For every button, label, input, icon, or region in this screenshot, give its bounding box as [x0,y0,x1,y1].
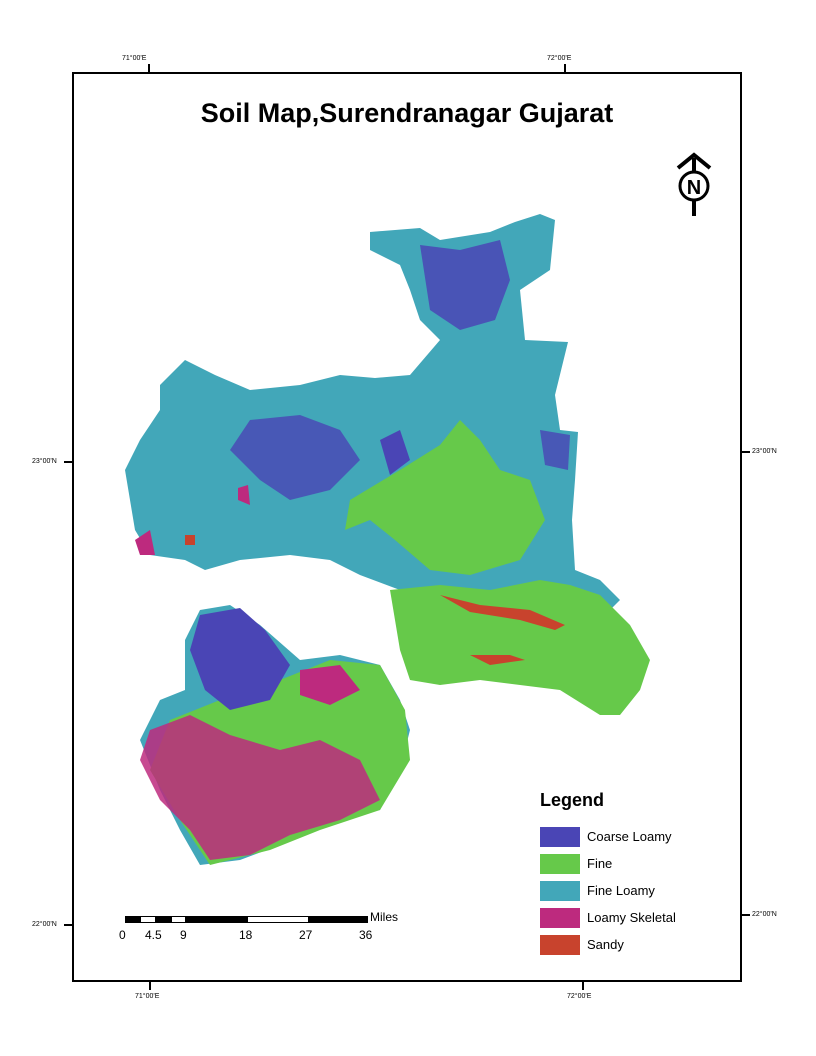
tick [564,64,566,72]
legend-swatch [540,934,580,955]
map-frame [72,72,742,982]
region-loamy-skeletal [135,485,380,860]
legend-label: Sandy [587,937,624,952]
scale-tick: 18 [239,928,253,942]
legend-title: Legend [540,790,605,810]
region-sandy [185,535,565,665]
scale-tick: 0 [119,928,126,942]
legend-label: Fine [587,856,613,871]
legend: Legend Coarse Loamy Fine Fine Loamy Loam… [540,790,676,958]
scale-tick: 27 [299,928,313,942]
legend-item-sandy: Sandy [540,931,676,958]
legend-swatch [540,880,580,901]
tick [149,982,151,990]
legend-item-fine-loamy: Fine Loamy [540,877,676,904]
tick [742,914,750,916]
scale-tick: 36 [359,928,373,942]
scale-unit: Miles [370,910,399,924]
top-lon-label: 71°00'E [122,55,147,62]
tick [582,982,584,990]
tick [742,451,750,453]
legend-label: Fine Loamy [587,883,655,898]
map-title: Soil Map,Surendranagar Gujarat [200,98,614,128]
tick [64,461,72,463]
tick [148,64,150,72]
legend-item-loamy-skeletal: Loamy Skeletal [540,904,676,931]
right-lat-label: 23°00'N [752,448,777,455]
region-coarse-loamy [190,240,570,710]
legend-label: Loamy Skeletal [587,910,676,925]
top-lon-label: 72°00'E [547,55,572,62]
left-lat-label: 23°00'N [32,458,57,465]
bottom-lon-label: 71°00'E [135,993,160,1000]
right-lat-label: 22°00'N [752,911,777,918]
legend-swatch [540,907,580,928]
bottom-lon-label: 72°00'E [567,993,592,1000]
legend-label: Coarse Loamy [587,829,672,844]
scale-tick: 4.5 [145,928,162,942]
legend-item-fine: Fine [540,850,676,877]
legend-item-coarse-loamy: Coarse Loamy [540,823,676,850]
left-lat-label: 22°00'N [32,921,57,928]
legend-swatch [540,853,580,874]
legend-swatch [540,826,580,847]
scale-tick: 9 [180,928,187,942]
tick [64,924,72,926]
